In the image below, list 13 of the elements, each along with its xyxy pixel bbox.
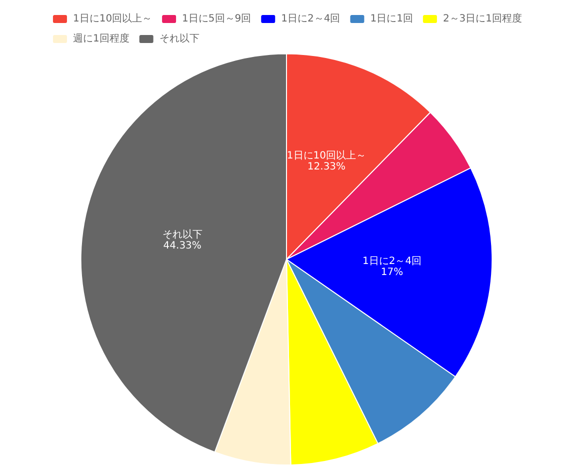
legend-label: 2～3日に1回程度 [442, 12, 522, 24]
legend-label: それ以下 [159, 32, 200, 44]
data-label: 44.33% [163, 240, 202, 252]
data-label: 12.33% [307, 161, 346, 172]
slice-label: 1日に10回以上～ [286, 149, 366, 162]
legend-label: 1日に2～4回 [281, 14, 340, 24]
legend-label: 1日に10回以上～ [72, 12, 152, 24]
legend-label: 週に1回程度 [72, 32, 130, 44]
legend-label: 1日に5回～9回 [182, 14, 252, 24]
legend-label: 1日に1回 [370, 14, 413, 24]
slice-label: 1日に2～4回 [362, 256, 422, 268]
data-label: 17% [380, 267, 404, 278]
slice-label: それ以下 [162, 228, 202, 241]
